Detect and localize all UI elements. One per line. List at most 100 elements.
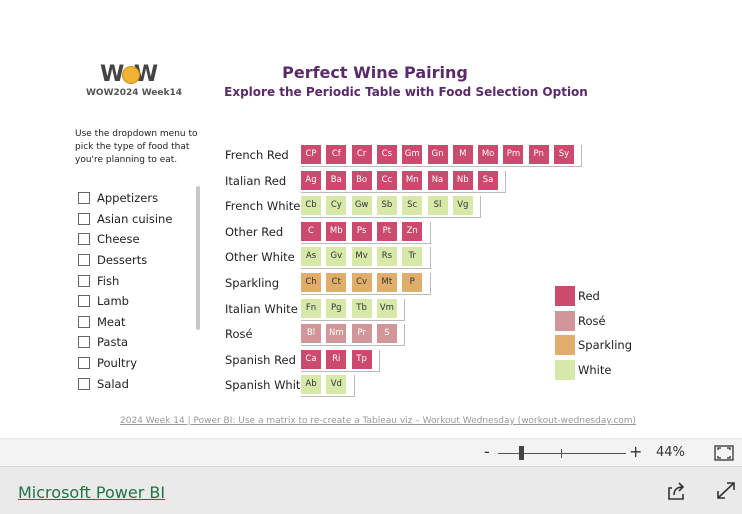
wine-tile[interactable]: As bbox=[301, 247, 321, 267]
legend-swatch bbox=[555, 359, 575, 380]
wine-tile[interactable]: Ch bbox=[301, 273, 321, 292]
power-bi-link[interactable]: Microsoft Power BI bbox=[18, 483, 166, 502]
checkbox[interactable] bbox=[78, 357, 90, 370]
fullscreen-button[interactable] bbox=[714, 480, 738, 502]
wine-tile[interactable]: Bo bbox=[351, 170, 372, 190]
wine-tile[interactable]: Ri bbox=[326, 349, 347, 369]
legend-swatch bbox=[555, 310, 575, 331]
wine-tile[interactable]: Pg bbox=[326, 298, 347, 318]
wine-tile[interactable]: Cs bbox=[376, 145, 397, 164]
food-option-label: Lamb bbox=[97, 294, 129, 309]
wine-tile[interactable]: Vd bbox=[326, 375, 347, 395]
wine-tile[interactable]: Ag bbox=[301, 170, 321, 190]
wine-tile[interactable]: Vm bbox=[376, 298, 397, 318]
wine-tile[interactable]: Sb bbox=[376, 196, 397, 216]
wine-tile[interactable]: Tr bbox=[402, 247, 423, 267]
wine-tile[interactable]: C bbox=[301, 221, 321, 241]
wine-tile[interactable]: Tb bbox=[351, 298, 372, 318]
food-option[interactable]: Lamb bbox=[78, 291, 194, 312]
wine-tile[interactable]: Cf bbox=[326, 145, 347, 164]
zoom-slider-handle[interactable] bbox=[519, 446, 525, 460]
row-divider bbox=[301, 324, 406, 347]
wine-tile[interactable]: Fn bbox=[301, 298, 321, 318]
zoom-slider-track[interactable] bbox=[498, 453, 626, 454]
checkbox[interactable] bbox=[78, 254, 90, 267]
wine-tile[interactable]: Pt bbox=[376, 221, 397, 241]
checkbox[interactable] bbox=[78, 377, 90, 390]
wine-tile[interactable]: Ct bbox=[326, 273, 347, 292]
wine-tile[interactable]: P bbox=[402, 273, 423, 292]
checkbox[interactable] bbox=[78, 295, 90, 308]
wine-tile[interactable]: Cy bbox=[326, 196, 347, 216]
wine-tile[interactable]: Cv bbox=[351, 273, 372, 292]
wine-tile[interactable]: Nb bbox=[452, 170, 473, 190]
food-option[interactable]: Meat bbox=[78, 312, 194, 333]
wine-tile[interactable]: Ps bbox=[351, 221, 372, 241]
zoom-in-button[interactable]: + bbox=[629, 442, 643, 461]
checkbox[interactable] bbox=[78, 192, 90, 205]
wine-tile[interactable]: Cc bbox=[376, 170, 397, 190]
checkbox[interactable] bbox=[78, 233, 90, 246]
source-link[interactable]: 2024 Week 14 | Power BI: Use a matrix to… bbox=[120, 416, 637, 426]
wine-tile[interactable]: Cb bbox=[301, 196, 321, 216]
wine-tile[interactable]: Ca bbox=[301, 349, 321, 369]
fit-to-page-button[interactable] bbox=[713, 443, 735, 463]
wine-tile[interactable]: Sc bbox=[402, 196, 423, 216]
wine-tile[interactable]: Mt bbox=[376, 273, 397, 292]
wine-tile[interactable]: M bbox=[452, 145, 473, 164]
zoom-out-button[interactable]: - bbox=[484, 442, 490, 461]
wine-tile[interactable]: Vg bbox=[452, 196, 473, 216]
wine-tile[interactable]: Pn bbox=[528, 145, 549, 164]
row-label: Italian Red bbox=[225, 173, 287, 188]
wine-tile[interactable]: Sl bbox=[427, 196, 448, 216]
wine-tile[interactable]: S bbox=[376, 324, 397, 344]
food-option[interactable]: Poultry bbox=[78, 353, 194, 374]
food-option[interactable]: Appetizers bbox=[78, 188, 194, 209]
wine-tile[interactable]: Pr bbox=[351, 324, 372, 344]
wine-tile[interactable]: CP bbox=[301, 145, 321, 164]
row-divider bbox=[301, 145, 583, 167]
wine-tile[interactable]: Gn bbox=[427, 145, 448, 164]
wine-tile[interactable]: Sa bbox=[478, 170, 499, 190]
checkbox[interactable] bbox=[78, 212, 90, 225]
wine-tile[interactable]: Na bbox=[427, 170, 448, 190]
wine-tile[interactable]: Tp bbox=[351, 349, 372, 369]
zoom-slider-midpoint bbox=[561, 449, 562, 458]
wine-tile[interactable]: Pm bbox=[503, 145, 524, 164]
checkbox[interactable] bbox=[78, 336, 90, 349]
food-option-label: Desserts bbox=[97, 253, 148, 268]
instructions-text: Use the dropdown menu to pick the type o… bbox=[75, 129, 198, 165]
wine-tile[interactable]: Zn bbox=[402, 221, 423, 241]
report-subtitle: Explore the Periodic Table with Food Sel… bbox=[224, 85, 588, 99]
wine-tile[interactable]: Mb bbox=[326, 221, 347, 241]
wine-tile[interactable]: Gw bbox=[351, 196, 372, 216]
food-option[interactable]: Salad bbox=[78, 373, 194, 394]
slicer-scrollbar[interactable] bbox=[196, 186, 200, 330]
wine-tile[interactable]: Mo bbox=[478, 145, 499, 164]
food-option-label: Salad bbox=[97, 376, 129, 391]
wine-tile[interactable]: Gm bbox=[402, 145, 423, 164]
legend-label: White bbox=[578, 362, 612, 377]
legend-label: Rosé bbox=[578, 313, 606, 328]
wine-tile[interactable]: Ba bbox=[326, 170, 347, 190]
wine-tile[interactable]: Gv bbox=[326, 247, 347, 267]
food-option[interactable]: Fish bbox=[78, 270, 194, 291]
share-button[interactable] bbox=[664, 480, 688, 502]
food-slicer[interactable]: Appetizers Asian cuisine Cheese Desserts Fis… bbox=[78, 188, 194, 394]
wine-tile[interactable]: Nm bbox=[326, 324, 347, 344]
food-option[interactable]: Pasta bbox=[78, 332, 194, 353]
row-divider bbox=[301, 375, 355, 398]
checkbox[interactable] bbox=[78, 274, 90, 287]
wine-tile[interactable]: Mv bbox=[351, 247, 372, 267]
checkbox[interactable] bbox=[78, 315, 90, 328]
food-option[interactable]: Cheese bbox=[78, 229, 194, 250]
wine-tile[interactable]: Mn bbox=[402, 170, 423, 190]
legend-item: Rosé bbox=[555, 310, 606, 331]
food-option[interactable]: Desserts bbox=[78, 250, 194, 271]
wine-tile[interactable]: Sy bbox=[554, 145, 574, 164]
wine-tile[interactable]: Bl bbox=[301, 324, 321, 344]
wine-tile[interactable]: Rs bbox=[376, 247, 397, 267]
wine-tile[interactable]: Cr bbox=[351, 145, 372, 164]
food-option[interactable]: Asian cuisine bbox=[78, 209, 194, 230]
wine-tile[interactable]: Ab bbox=[301, 375, 321, 395]
